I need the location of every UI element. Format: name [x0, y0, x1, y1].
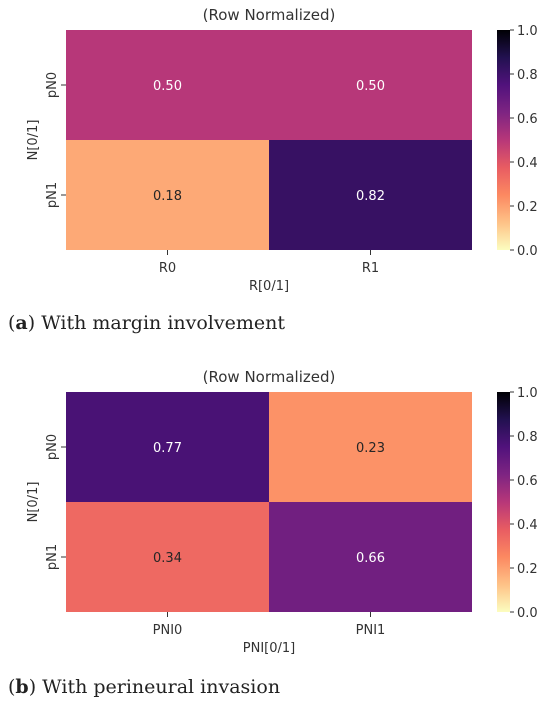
caption-letter: b — [15, 676, 29, 698]
cell-value-label: 0.50 — [356, 79, 385, 94]
colorbar — [497, 30, 510, 250]
colorbar-tick-label: 0.6 — [517, 474, 538, 489]
chart-title: (Row Normalized) — [203, 6, 336, 24]
heatmap-cell — [269, 502, 472, 612]
heatmap-cell — [269, 140, 472, 250]
colorbar-tick-label: 0.0 — [517, 244, 538, 259]
colorbar-tick-label: 0.2 — [517, 562, 538, 577]
x-axis-label: R[0/1] — [249, 279, 289, 294]
cell-value-label: 0.77 — [153, 441, 182, 456]
heatmap-chart: (Row Normalized) 0.50 0.50 0.18 0.82 R0 R1 R[0/… — [26, 6, 538, 294]
y-tick-label: pN0 — [45, 434, 60, 460]
y-tick-label: pN1 — [45, 182, 60, 208]
heatmap-panel-perineural-invasion: (Row Normalized) 0.77 0.23 0.34 0.66 PNI0 PNI1… — [0, 362, 550, 724]
colorbar-tick-label: 0.2 — [517, 200, 538, 215]
heatmap-panel-margin-involvement: (Row Normalized) 0.50 0.50 0.18 0.82 R0 R1 R[0/… — [8, 6, 538, 334]
cell-value-label: 0.34 — [153, 551, 182, 566]
x-tick-label: PNI0 — [153, 623, 183, 638]
colorbar-tick-label: 0.8 — [517, 430, 538, 445]
colorbar-tick-label: 0.0 — [517, 606, 538, 621]
heatmap-cell — [66, 502, 269, 612]
x-tick-label: R1 — [362, 261, 379, 276]
heatmap-cell — [269, 30, 472, 140]
chart-title: (Row Normalized) — [203, 368, 336, 386]
colorbar-tick-label: 0.8 — [517, 68, 538, 83]
caption-letter: a — [15, 312, 28, 334]
x-tick-label: R0 — [159, 261, 176, 276]
figure-caption: (b) With perineural invasion — [8, 676, 281, 698]
y-axis-label: N[0/1] — [26, 482, 41, 523]
y-tick-label: pN0 — [45, 72, 60, 98]
colorbar-tick-label: 0.4 — [517, 518, 538, 533]
heatmap-cell — [66, 392, 269, 502]
colorbar-tick-label: 1.0 — [517, 24, 538, 39]
colorbar — [497, 392, 510, 612]
cell-value-label: 0.50 — [153, 79, 182, 94]
heatmap-chart: (Row Normalized) 0.77 0.23 0.34 0.66 PNI0 PNI1… — [26, 368, 538, 656]
heatmap-cell — [66, 140, 269, 250]
colorbar-tick-label: 0.6 — [517, 112, 538, 127]
heatmap-cell — [269, 392, 472, 502]
heatmap-cell — [66, 30, 269, 140]
x-axis-label: PNI[0/1] — [243, 641, 295, 656]
y-axis-label: N[0/1] — [26, 120, 41, 161]
y-tick-label: pN1 — [45, 544, 60, 570]
cell-value-label: 0.66 — [356, 551, 385, 566]
figure-caption: (a) With margin involvement — [8, 312, 285, 334]
cell-value-label: 0.23 — [356, 441, 385, 456]
cell-value-label: 0.82 — [356, 189, 385, 204]
colorbar-tick-label: 1.0 — [517, 386, 538, 401]
caption-text: With perineural invasion — [36, 676, 281, 698]
cell-value-label: 0.18 — [153, 189, 182, 204]
colorbar-tick-label: 0.4 — [517, 156, 538, 171]
x-tick-label: PNI1 — [356, 623, 386, 638]
caption-text: With margin involvement — [35, 312, 285, 334]
